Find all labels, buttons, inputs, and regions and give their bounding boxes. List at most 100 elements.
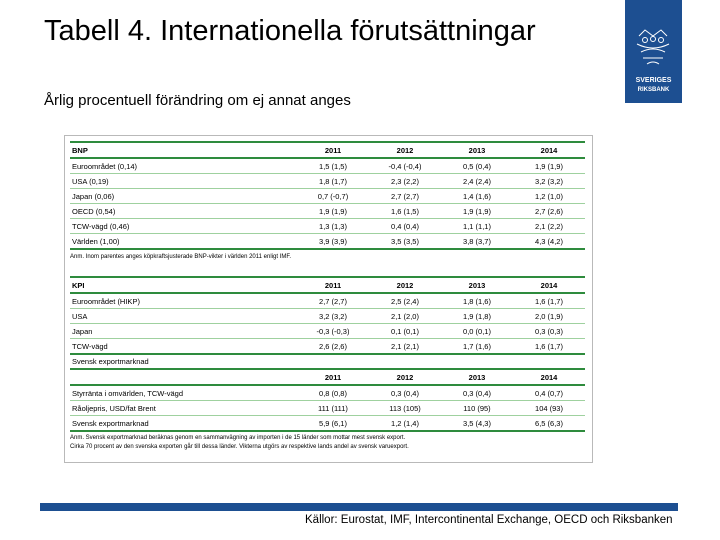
table-row: Euroområdet (0,14) 1,5 (1,5) -0,4 (-0,4)… [70,158,585,174]
cell-value: 3,5 (4,3) [441,415,513,432]
cell-value: 2,5 (2,4) [369,293,441,309]
kpi-header-label: KPI [70,276,297,294]
cell-value: 0,7 (-0,7) [297,188,369,204]
cell-value: 2,6 (2,6) [297,338,369,355]
cell-value: 2,4 (2,4) [441,173,513,189]
cell-value: 3,8 (3,7) [441,233,513,250]
cell-value [369,354,441,370]
table-row: Världen (1,00) 3,9 (3,9) 3,5 (3,5) 3,8 (… [70,233,585,250]
cell-value: 0,1 (0,1) [369,323,441,339]
page-title: Tabell 4. Internationella förutsättninga… [44,15,536,47]
cell-value: 1,1 (1,1) [441,218,513,234]
kpi-header-row: KPI 2011 2012 2013 2014 [70,276,585,294]
table-row: OECD (0,54) 1,9 (1,9) 1,6 (1,5) 1,9 (1,9… [70,203,585,219]
cell-value: 2,0 (1,9) [513,308,585,324]
cell-value: 2,7 (2,7) [297,293,369,309]
table-row: USA (0,19) 1,8 (1,7) 2,3 (2,2) 2,4 (2,4)… [70,173,585,189]
row-label: OECD (0,54) [70,203,297,219]
cell-value: 2,1 (2,1) [369,338,441,355]
row-label: USA (0,19) [70,173,297,189]
table-row: Svensk exportmarknad 5,9 (6,1) 1,2 (1,4)… [70,415,585,432]
bnp-header-2013: 2013 [441,141,513,159]
cell-value: 1,9 (1,9) [441,203,513,219]
logo-text-riksbank: RIKSBANK [638,87,670,93]
table-row: Euroområdet (HIKP) 2,7 (2,7) 2,5 (2,4) 1… [70,293,585,309]
bnp-header-2011: 2011 [297,141,369,159]
kpi-table: KPI 2011 2012 2013 2014 Euroområdet (HIK… [70,276,585,355]
table-container: BNP 2011 2012 2013 2014 Euroområdet (0,1… [64,135,593,463]
bnp-note: Anm. Inom parentes anges köpkraftsjuster… [70,254,291,260]
row-label: Japan (0,06) [70,188,297,204]
bnp-table: BNP 2011 2012 2013 2014 Euroområdet (0,1… [70,141,585,250]
cell-value: 1,7 (1,6) [441,338,513,355]
cell-value: 0,3 (0,3) [513,323,585,339]
cell-value: 1,2 (1,0) [513,188,585,204]
cell-value: 1,8 (1,6) [441,293,513,309]
bnp-header-2014: 2014 [513,141,585,159]
table-row: Råoljepris, USD/fat Brent 111 (111) 113 … [70,400,585,416]
table-row: Japan -0,3 (-0,3) 0,1 (0,1) 0,0 (0,1) 0,… [70,323,585,339]
row-label: Styrränta i omvärlden, TCW-vägd [70,385,297,401]
table-row: Svensk exportmarknad [70,354,585,370]
cell-value: -0,3 (-0,3) [297,323,369,339]
cell-value: 1,8 (1,7) [297,173,369,189]
cell-value: 2,7 (2,7) [369,188,441,204]
kpi-header-2014: 2014 [513,276,585,294]
row-label: Euroområdet (HIKP) [70,293,297,309]
row-label: Svensk exportmarknad [70,415,297,432]
cell-value: 110 (95) [441,400,513,416]
cell-value: 6,5 (6,3) [513,415,585,432]
row-label: TCW-vägd (0,46) [70,218,297,234]
other-header-2013: 2013 [441,368,513,386]
cell-value [513,354,585,370]
bnp-header-label: BNP [70,141,297,159]
kpi-header-2013: 2013 [441,276,513,294]
table-row: Styrränta i omvärlden, TCW-vägd 0,8 (0,8… [70,385,585,401]
cell-value: 1,2 (1,4) [369,415,441,432]
bnp-header-row: BNP 2011 2012 2013 2014 [70,141,585,159]
cell-value: 2,1 (2,0) [369,308,441,324]
logo-text-sveriges: SVERIGES [636,77,672,84]
other-header-row: 2011 2012 2013 2014 [70,368,585,386]
cell-value: 3,2 (3,2) [513,173,585,189]
kpi-header-2012: 2012 [369,276,441,294]
cell-value: 4,3 (4,2) [513,233,585,250]
cell-value: 0,0 (0,1) [441,323,513,339]
page-subtitle: Årlig procentuell förändring om ej annat… [44,92,351,109]
kpi-header-2011: 2011 [297,276,369,294]
cell-value: 111 (111) [297,400,369,416]
cell-value: 1,9 (1,9) [297,203,369,219]
cell-value: 1,3 (1,3) [297,218,369,234]
cell-value: 3,9 (3,9) [297,233,369,250]
cell-value [441,354,513,370]
cell-value: 0,3 (0,4) [441,385,513,401]
cell-value: 1,5 (1,5) [297,158,369,174]
row-label: Japan [70,323,297,339]
cell-value: 1,6 (1,5) [369,203,441,219]
row-label: TCW-vägd [70,338,297,355]
other-table: Svensk exportmarknad 2011 2012 2013 2014… [70,354,585,432]
cell-value: -0,4 (-0,4) [369,158,441,174]
source-text: Källor: Eurostat, IMF, Intercontinental … [305,514,673,526]
cell-value: 1,6 (1,7) [513,293,585,309]
cell-value: 0,5 (0,4) [441,158,513,174]
row-label: USA [70,308,297,324]
cell-value: 3,5 (3,5) [369,233,441,250]
cell-value: 1,4 (1,6) [441,188,513,204]
row-label: Euroområdet (0,14) [70,158,297,174]
export-note-line1: Anm. Svensk exportmarknad beräknas genom… [70,435,406,441]
row-label: Världen (1,00) [70,233,297,250]
cell-value: 104 (93) [513,400,585,416]
cell-value: 1,9 (1,8) [441,308,513,324]
other-header-2012: 2012 [369,368,441,386]
table-row: TCW-vägd 2,6 (2,6) 2,1 (2,1) 1,7 (1,6) 1… [70,338,585,355]
cell-value: 1,6 (1,7) [513,338,585,355]
cell-value: 0,4 (0,7) [513,385,585,401]
cell-value: 1,9 (1,9) [513,158,585,174]
cell-value: 0,3 (0,4) [369,385,441,401]
cell-value: 5,9 (6,1) [297,415,369,432]
other-header-2014: 2014 [513,368,585,386]
cell-value: 3,2 (3,2) [297,308,369,324]
table-row: USA 3,2 (3,2) 2,1 (2,0) 1,9 (1,8) 2,0 (1… [70,308,585,324]
export-note-line2: Cirka 70 procent av den svenska exporten… [70,444,409,450]
